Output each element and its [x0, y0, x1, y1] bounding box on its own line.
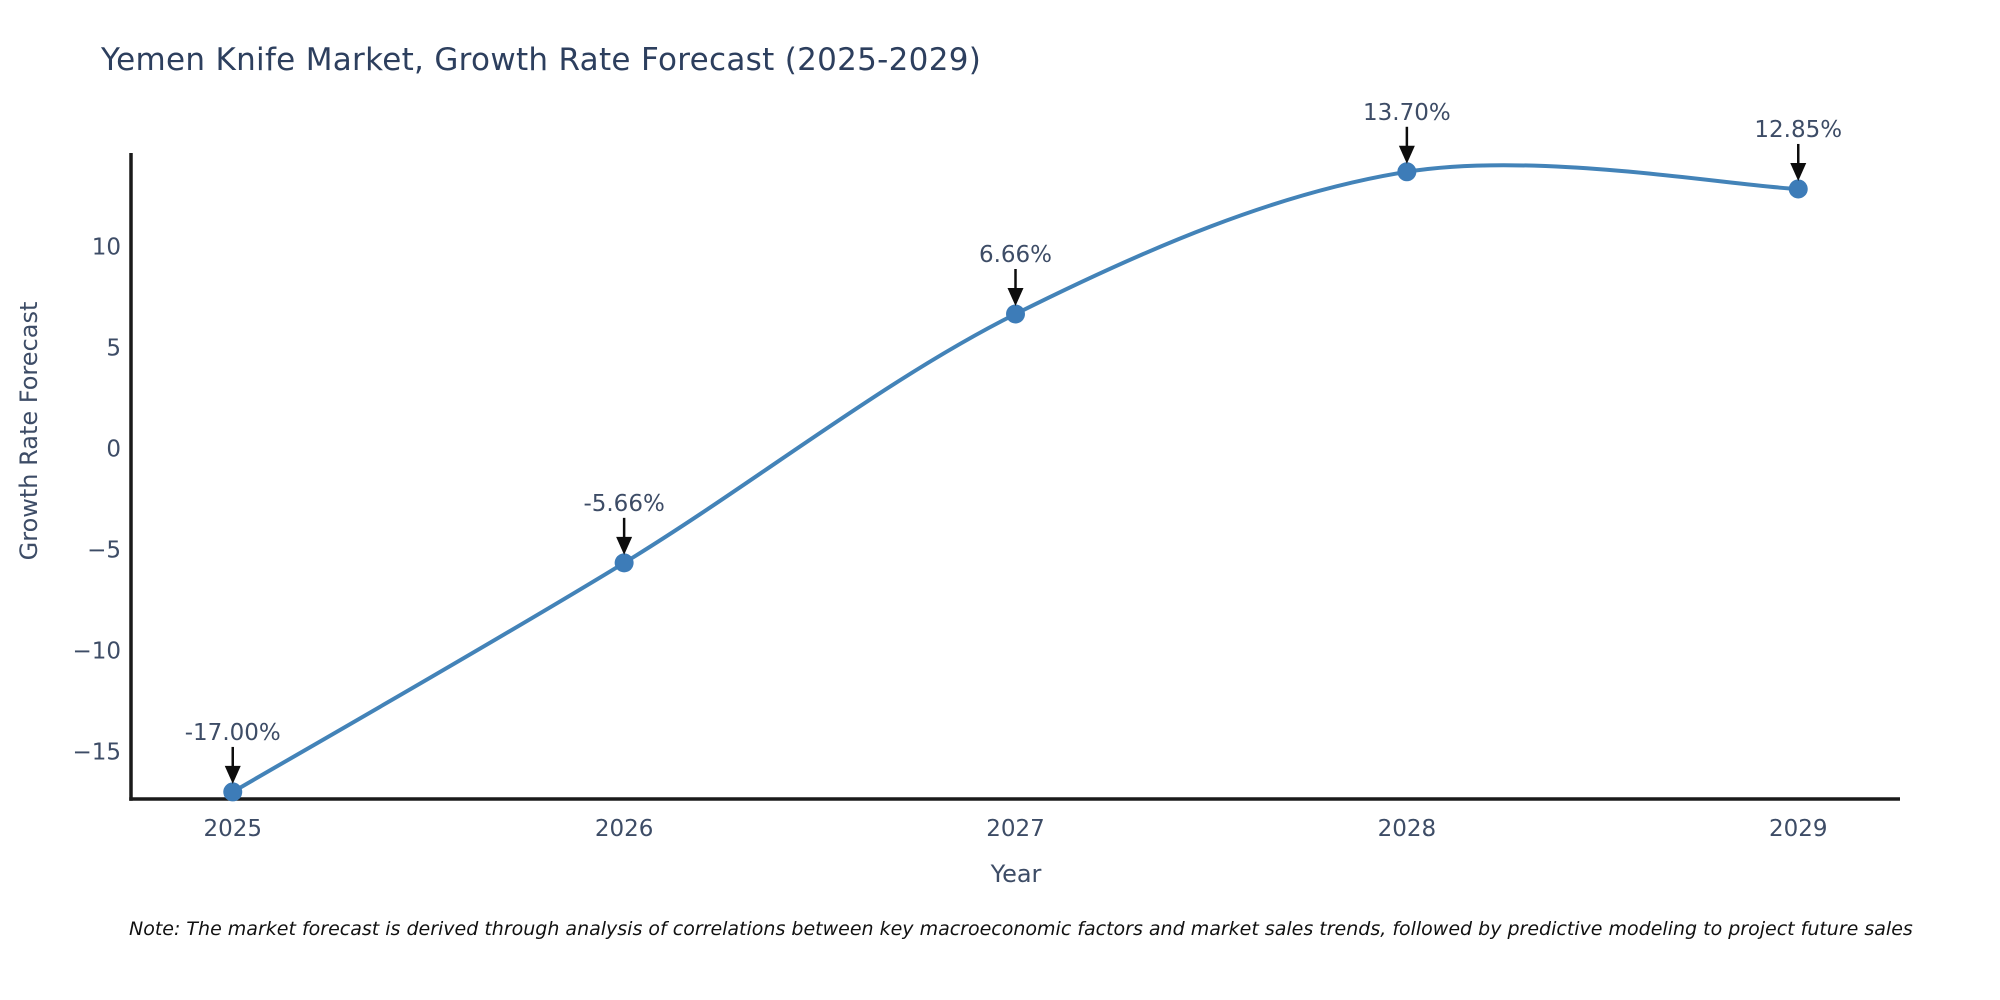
data-point-label: 12.85% [1754, 117, 1842, 143]
annotation-arrowhead [616, 536, 633, 555]
y-tick-label: 0 [106, 437, 121, 463]
x-tick-label: 2028 [1378, 816, 1437, 842]
x-tick-label: 2029 [1769, 816, 1828, 842]
data-point-2025 [223, 782, 243, 802]
x-axis-title: Year [990, 860, 1042, 888]
footnote: Note: The market forecast is derived thr… [129, 918, 1913, 940]
data-point-label: 6.66% [979, 242, 1052, 268]
y-tick-label: −15 [72, 740, 121, 766]
annotation-arrowhead [224, 765, 241, 784]
chart-title: Yemen Knife Market, Growth Rate Forecast… [101, 42, 982, 78]
annotation-arrowhead [1790, 162, 1807, 181]
data-point-2029 [1788, 179, 1808, 199]
data-point-label: -5.66% [583, 491, 664, 517]
trend-line [230, 163, 1801, 794]
x-tick-label: 2025 [203, 816, 262, 842]
data-point-2026 [614, 553, 634, 573]
y-tick-label: −5 [87, 538, 121, 564]
annotation-arrowhead [1007, 287, 1024, 306]
y-tick-label: 5 [106, 336, 121, 362]
y-tick-label: 10 [92, 235, 121, 261]
data-point-label: 13.70% [1363, 100, 1451, 126]
annotation-arrowhead [1398, 145, 1415, 164]
x-tick-label: 2027 [986, 816, 1045, 842]
data-point-2028 [1397, 162, 1417, 182]
data-point-2027 [1006, 304, 1025, 324]
data-point-label: -17.00% [185, 720, 281, 746]
x-tick-label: 2026 [595, 816, 654, 842]
y-tick-label: −10 [72, 639, 121, 665]
